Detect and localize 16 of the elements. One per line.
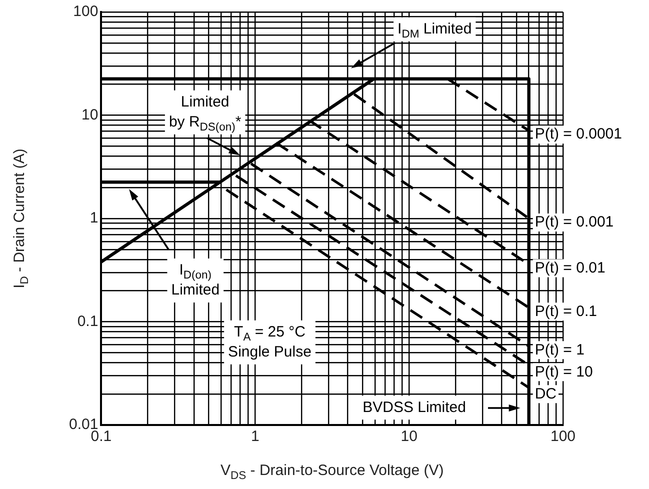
series-label: P(t) = 10 [534,363,593,380]
y-tick-label: 10 [82,106,98,124]
series-label: DC [534,385,557,402]
series-label: P(t) = 0.01 [534,259,606,276]
x-tick-label: 100 [550,428,576,446]
series-label: P(t) = 1 [534,341,584,358]
series-label: P(t) = 0.001 [534,214,614,231]
y-tick-label: 1 [90,210,98,227]
series-label: P(t) = 0.1 [534,302,597,320]
y-tick-label: 0.1 [77,312,98,330]
y-axis-title: ID - Drain Current (A) [11,148,32,288]
annotation: BVDSS Limited [362,398,466,416]
y-tick-label: 100 [73,3,98,20]
x-tick-label: 1 [250,428,260,446]
x-tick-label: 10 [400,428,418,446]
series-label: P(t) = 0.0001 [534,126,622,143]
